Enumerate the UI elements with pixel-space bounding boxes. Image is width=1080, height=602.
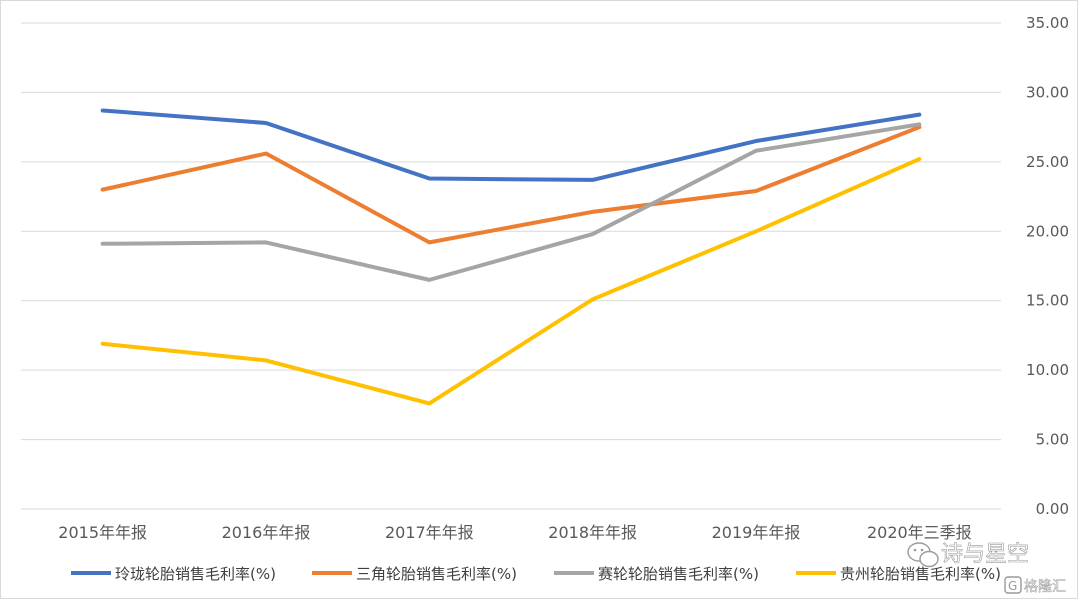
x-tick-label: 2015年年报 xyxy=(58,523,147,542)
watermark-badge-text: 格隆汇 xyxy=(1024,579,1066,595)
legend-label: 三角轮胎销售毛利率(%) xyxy=(356,565,517,583)
gelonghui-logo-icon: G xyxy=(1004,576,1022,594)
y-tick-label: 25.00 xyxy=(1026,153,1069,171)
y-tick-label: 10.00 xyxy=(1026,361,1069,379)
series-lines xyxy=(100,108,922,406)
y-tick-label: 20.00 xyxy=(1026,222,1069,240)
y-tick-label: 15.00 xyxy=(1026,292,1069,310)
y-tick-label: 30.00 xyxy=(1026,83,1069,101)
x-tick-label: 2019年年报 xyxy=(712,523,801,542)
x-tick-label: 2017年年报 xyxy=(385,523,474,542)
legend-label: 玲珑轮胎销售毛利率(%) xyxy=(115,565,276,583)
y-tick-label: 0.00 xyxy=(1036,500,1069,518)
watermark: 诗与星空 G 格隆汇 xyxy=(907,542,1066,595)
legend-label: 贵州轮胎销售毛利率(%) xyxy=(840,565,1001,583)
series-line-2 xyxy=(100,125,922,245)
y-tick-label: 35.00 xyxy=(1026,14,1069,32)
svg-text:G: G xyxy=(1008,579,1017,593)
series-line-3 xyxy=(100,122,922,282)
legend-label: 赛轮轮胎销售毛利率(%) xyxy=(598,565,759,583)
x-tick-label: 2016年年报 xyxy=(222,523,311,542)
legend: 玲珑轮胎销售毛利率(%) 三角轮胎销售毛利率(%) 赛轮轮胎销售毛利率(%) 贵州轮胎… xyxy=(71,565,1001,583)
x-tick-label: 2020年三季报 xyxy=(867,523,972,542)
y-axis-ticks: 0.00 5.00 10.00 15.00 20.00 25.00 30.00 35.00 xyxy=(1026,14,1069,518)
x-axis-ticks: 2015年年报 2016年年报 2017年年报 2018年年报 2019年年报 2020年… xyxy=(58,523,971,542)
y-tick-label: 5.00 xyxy=(1036,431,1069,449)
series-line-4 xyxy=(100,157,922,406)
watermark-text: 诗与星空 xyxy=(941,542,1029,567)
series-line-1 xyxy=(100,108,922,182)
gridlines xyxy=(21,22,1001,510)
wechat-icon xyxy=(907,542,939,568)
x-tick-label: 2018年年报 xyxy=(548,523,637,542)
